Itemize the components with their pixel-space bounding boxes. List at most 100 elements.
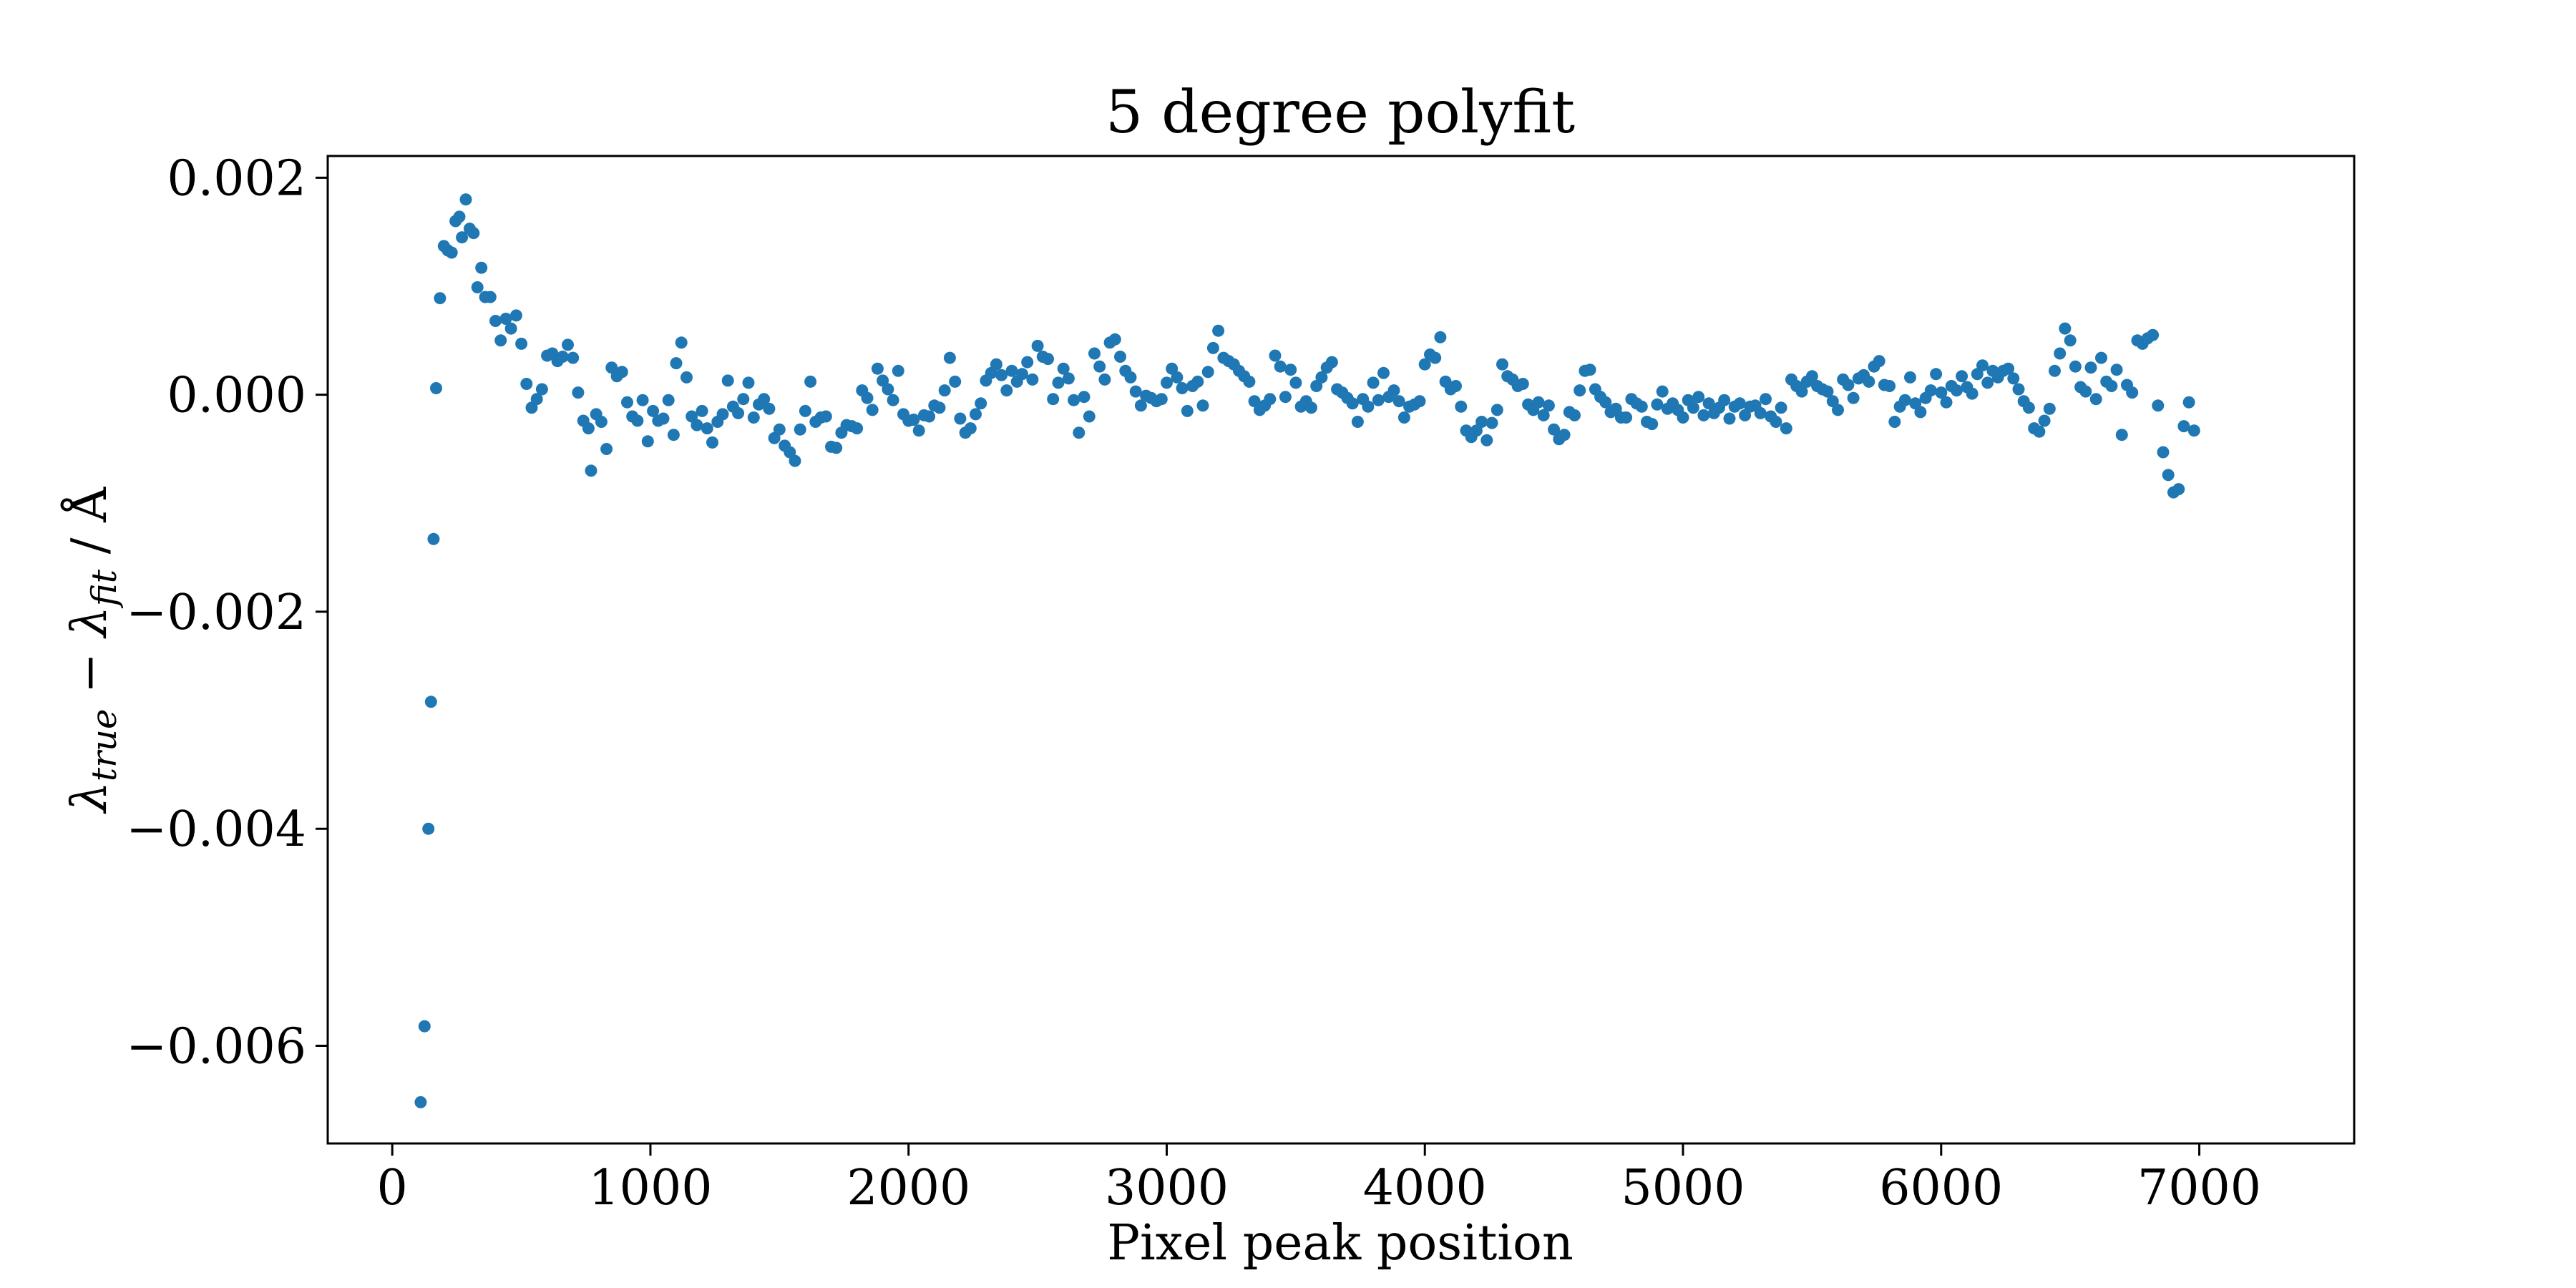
- data-point: [1434, 331, 1447, 343]
- data-point: [882, 383, 894, 396]
- data-point: [1537, 409, 1550, 421]
- data-point: [1873, 355, 1885, 368]
- data-point: [475, 261, 488, 274]
- data-point: [1491, 404, 1503, 416]
- data-point: [907, 414, 920, 426]
- data-point: [509, 309, 522, 322]
- data-point: [851, 422, 864, 435]
- data-point: [667, 429, 680, 441]
- y-label-lambda-true: λ: [62, 781, 118, 814]
- y-axis: 0.002 0.000 −0.002 −0.004 −0.006: [126, 150, 328, 1075]
- data-point: [1775, 401, 1787, 414]
- data-point: [742, 376, 755, 389]
- data-point: [2110, 364, 2123, 376]
- data-point: [2022, 401, 2035, 414]
- data-point: [467, 227, 480, 240]
- data-point: [621, 396, 633, 409]
- data-point: [1284, 364, 1297, 376]
- y-tick-label: 0.002: [167, 150, 306, 207]
- data-point: [933, 401, 946, 414]
- data-point: [747, 411, 760, 424]
- data-point: [1124, 371, 1137, 384]
- x-tick-label: 1000: [588, 1160, 712, 1216]
- data-point: [1016, 368, 1028, 381]
- scatter-series: [414, 193, 2200, 1108]
- data-point: [892, 364, 904, 377]
- data-point: [1795, 385, 1808, 398]
- data-point: [1821, 385, 1834, 398]
- x-tick-label: 6000: [1879, 1160, 2003, 1216]
- data-point: [887, 394, 899, 406]
- data-point: [600, 443, 613, 455]
- data-point: [1480, 434, 1493, 447]
- data-point: [1532, 396, 1545, 409]
- data-point: [1078, 391, 1091, 404]
- data-point: [1191, 375, 1204, 388]
- data-point: [1387, 384, 1400, 397]
- data-point: [1196, 399, 1209, 412]
- data-point: [732, 406, 745, 419]
- y-label-minus: −: [62, 637, 118, 708]
- data-point: [1548, 423, 1561, 436]
- data-point: [1031, 339, 1044, 352]
- data-point: [773, 423, 786, 436]
- data-point: [1212, 324, 1225, 337]
- data-point: [1021, 356, 1034, 369]
- data-point: [799, 404, 811, 417]
- data-point: [2002, 362, 2015, 375]
- data-point: [2012, 383, 2025, 396]
- data-point: [1392, 395, 1405, 408]
- data-point: [1760, 393, 1772, 406]
- data-point: [691, 419, 703, 431]
- data-point: [1289, 376, 1302, 389]
- data-point: [1129, 385, 1142, 398]
- data-point: [2182, 396, 2195, 409]
- y-tick-label: −0.002: [126, 585, 306, 641]
- data-point: [1372, 394, 1385, 406]
- data-point: [1000, 384, 1013, 397]
- x-tick-label: 7000: [2137, 1160, 2261, 1216]
- data-point: [706, 436, 718, 449]
- data-point: [1171, 371, 1184, 384]
- data-point: [1904, 371, 1916, 384]
- y-tick-label: 0.000: [167, 368, 306, 424]
- data-point: [696, 404, 708, 417]
- data-point: [1516, 378, 1529, 390]
- data-point: [1842, 379, 1855, 391]
- data-point: [1005, 364, 1018, 377]
- data-point: [1351, 416, 1364, 428]
- data-point: [1940, 396, 1953, 409]
- data-point: [2187, 424, 2200, 437]
- data-point: [830, 441, 843, 454]
- data-point: [680, 371, 693, 384]
- data-point: [1047, 393, 1060, 406]
- data-point: [427, 532, 440, 545]
- data-point: [1315, 371, 1328, 384]
- x-tick-label: 3000: [1105, 1160, 1229, 1216]
- data-point: [453, 210, 466, 223]
- chart-title: 5 degree polyfit: [1106, 79, 1575, 147]
- data-point: [1924, 384, 1937, 397]
- data-point: [1429, 351, 1442, 364]
- data-point: [1976, 359, 1989, 372]
- data-point: [1413, 395, 1426, 408]
- data-point: [1770, 416, 1782, 428]
- data-point: [1073, 426, 1085, 439]
- data-point: [489, 315, 502, 327]
- data-point: [701, 422, 713, 435]
- data-point: [1677, 411, 1689, 424]
- data-point: [1863, 375, 1875, 388]
- data-point: [1687, 401, 1699, 414]
- data-point: [1702, 397, 1715, 410]
- data-point: [2069, 360, 2082, 373]
- data-point: [2147, 328, 2160, 341]
- data-point: [923, 410, 936, 423]
- y-label-lambda-fit: λ: [62, 606, 118, 639]
- data-point: [716, 408, 729, 421]
- data-point: [662, 394, 675, 406]
- data-point: [975, 397, 987, 410]
- data-point: [2115, 429, 2128, 441]
- data-point: [804, 375, 817, 388]
- data-point: [535, 383, 548, 396]
